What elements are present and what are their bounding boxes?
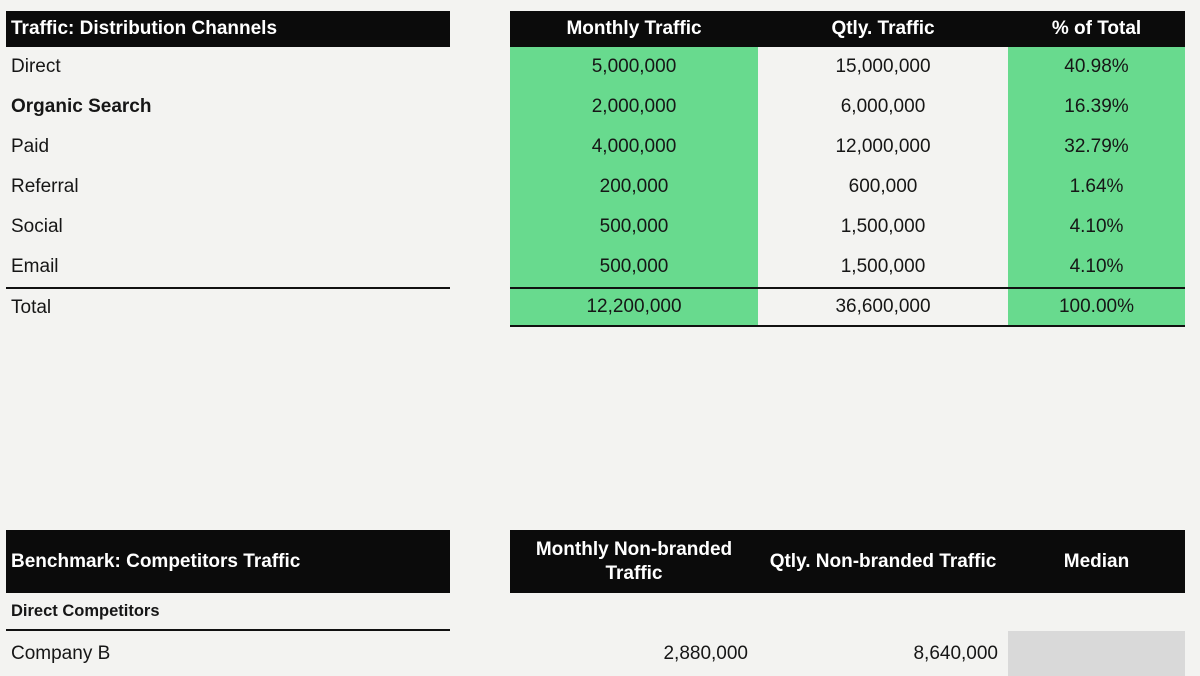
pct-of-total-total-cell: 100.00% <box>1008 287 1185 327</box>
row-label: Paid <box>11 136 50 157</box>
column-gap <box>450 87 510 127</box>
column-gap <box>450 11 510 47</box>
col-header-monthly-nonbranded: Monthly Non-branded Traffic <box>510 530 758 593</box>
benchmark-competitors-table: Benchmark: Competitors Traffic Monthly N… <box>0 530 1200 676</box>
table-row-social: Social 500,000 1,500,000 4.10% <box>0 207 1200 247</box>
column-gap <box>450 631 510 676</box>
column-gap <box>450 530 510 593</box>
pct-of-total-cell: 32.79% <box>1008 127 1185 167</box>
monthly-traffic-cell: 2,000,000 <box>510 87 758 127</box>
traffic-table-header-row: Traffic: Distribution Channels Monthly T… <box>0 11 1200 47</box>
row-label: Company B <box>11 642 111 664</box>
section-row-direct-competitors: Direct Competitors <box>0 593 1200 631</box>
row-label-total: Total <box>6 287 450 327</box>
benchmark-table-title: Benchmark: Competitors Traffic <box>6 530 450 593</box>
empty-cell <box>1008 593 1185 631</box>
column-gap <box>450 593 510 631</box>
row-label: Direct <box>11 56 61 77</box>
pct-of-total-cell: 4.10% <box>1008 247 1185 287</box>
col-header-median: Median <box>1008 530 1185 593</box>
row-label: Social <box>11 216 63 237</box>
qtly-traffic-cell: 1,500,000 <box>840 216 926 237</box>
column-gap <box>450 287 510 327</box>
column-gap <box>450 207 510 247</box>
monthly-nonbranded-cell: 2,880,000 <box>663 642 748 664</box>
monthly-traffic-cell: 5,000,000 <box>510 47 758 87</box>
table-row-email: Email 500,000 1,500,000 4.10% <box>0 247 1200 287</box>
monthly-traffic-cell: 200,000 <box>510 167 758 207</box>
row-label: Email <box>11 256 59 277</box>
empty-cell <box>758 593 1008 631</box>
column-gap <box>450 247 510 287</box>
monthly-traffic-cell: 500,000 <box>510 207 758 247</box>
table-row-referral: Referral 200,000 600,000 1.64% <box>0 167 1200 207</box>
col-header-qtly-traffic: Qtly. Traffic <box>758 11 1008 47</box>
table-row-organic-search: Organic Search 2,000,000 6,000,000 16.39… <box>0 87 1200 127</box>
qtly-traffic-cell: 1,500,000 <box>840 256 926 277</box>
empty-cell <box>510 593 758 631</box>
row-label: Referral <box>11 176 79 197</box>
qtly-traffic-total-cell: 36,600,000 <box>758 287 1008 327</box>
col-header-monthly-traffic: Monthly Traffic <box>510 11 758 47</box>
monthly-traffic-cell: 500,000 <box>510 247 758 287</box>
col-header-pct-of-total: % of Total <box>1008 11 1185 47</box>
pct-of-total-cell: 16.39% <box>1008 87 1185 127</box>
table-row-company-b: Company B 2,880,000 8,640,000 <box>0 631 1200 676</box>
row-label: Organic Search <box>11 96 152 117</box>
column-gap <box>450 127 510 167</box>
qtly-traffic-cell: 600,000 <box>848 176 918 197</box>
benchmark-table-header-row: Benchmark: Competitors Traffic Monthly N… <box>0 530 1200 593</box>
traffic-table-title: Traffic: Distribution Channels <box>6 11 450 47</box>
table-row-total: Total 12,200,000 36,600,000 100.00% <box>0 287 1200 327</box>
col-header-qtly-nonbranded: Qtly. Non-branded Traffic <box>758 530 1008 593</box>
column-gap <box>450 167 510 207</box>
monthly-traffic-total-cell: 12,200,000 <box>510 287 758 327</box>
qtly-traffic-cell: 12,000,000 <box>835 136 931 157</box>
traffic-distribution-table: Traffic: Distribution Channels Monthly T… <box>0 11 1200 327</box>
pct-of-total-cell: 40.98% <box>1008 47 1185 87</box>
median-cell <box>1008 631 1185 676</box>
table-row-direct: Direct 5,000,000 15,000,000 40.98% <box>0 47 1200 87</box>
qtly-nonbranded-cell: 8,640,000 <box>913 642 998 664</box>
qtly-traffic-cell: 6,000,000 <box>840 96 926 117</box>
table-row-paid: Paid 4,000,000 12,000,000 32.79% <box>0 127 1200 167</box>
section-label: Direct Competitors <box>6 593 450 631</box>
qtly-traffic-cell: 15,000,000 <box>835 56 931 77</box>
monthly-traffic-cell: 4,000,000 <box>510 127 758 167</box>
column-gap <box>450 47 510 87</box>
pct-of-total-cell: 4.10% <box>1008 207 1185 247</box>
pct-of-total-cell: 1.64% <box>1008 167 1185 207</box>
